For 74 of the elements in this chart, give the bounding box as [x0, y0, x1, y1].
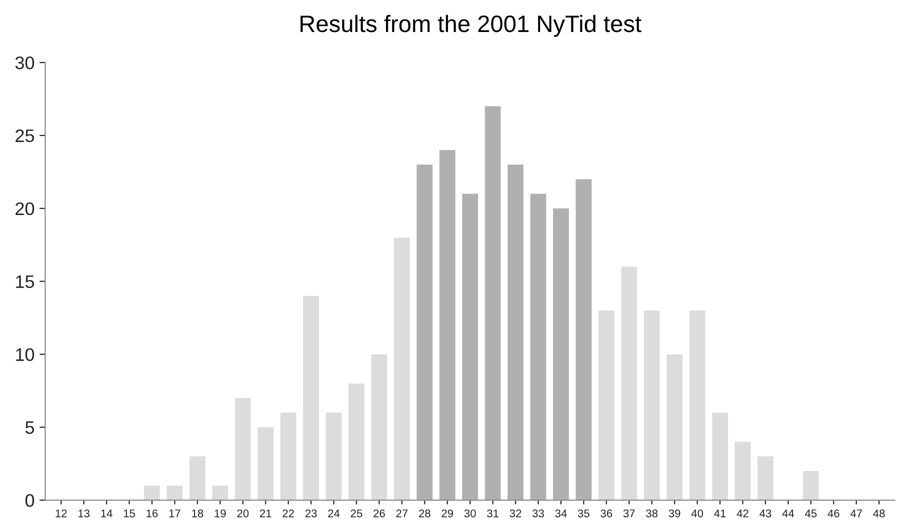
bar: [439, 150, 456, 500]
x-tick-label: 15: [124, 510, 135, 518]
bar: [758, 456, 774, 500]
y-tick-label: 30: [15, 56, 34, 70]
x-tick-label: 45: [804, 510, 817, 518]
x-tick-label: 42: [736, 509, 748, 518]
bar: [144, 486, 160, 500]
y-tick-label: 10: [16, 348, 34, 361]
bar: [508, 164, 524, 500]
y-tick-label: 25: [16, 129, 34, 142]
bar: [644, 310, 660, 500]
x-tick-label: 25: [350, 509, 362, 518]
x-tick-label: 28: [419, 509, 430, 518]
bar: [553, 208, 569, 500]
x-tick-label: 22: [282, 509, 294, 518]
bar: [326, 412, 342, 500]
bar: [689, 310, 706, 500]
bar: [189, 456, 206, 500]
bar: [394, 238, 410, 500]
bar: [734, 442, 751, 500]
x-tick-label: 40: [691, 509, 704, 518]
bar: [666, 354, 683, 500]
bar: [530, 194, 546, 500]
x-tick-label: 32: [510, 509, 522, 518]
x-tick-label: 30: [464, 509, 476, 518]
bar: [303, 296, 319, 500]
x-tick-label: 38: [646, 509, 658, 518]
x-tick-label: 14: [101, 510, 112, 518]
x-tick-label: 18: [192, 509, 204, 518]
bar: [462, 194, 478, 500]
x-tick-label: 48: [873, 509, 885, 518]
bar: [416, 164, 433, 500]
bar: [598, 310, 614, 500]
x-tick-label: 44: [782, 510, 794, 518]
bar: [166, 486, 183, 500]
x-tick-label: 33: [532, 509, 544, 518]
y-tick-label: 5: [25, 421, 34, 434]
x-tick-label: 36: [600, 509, 612, 518]
x-tick-label: 27: [396, 509, 408, 518]
x-tick-label: 20: [237, 509, 249, 518]
x-tick-label: 24: [328, 509, 340, 518]
bar: [371, 354, 388, 500]
x-tick-label: 19: [214, 509, 226, 518]
x-tick-label: 29: [442, 509, 454, 518]
x-tick-label: 34: [555, 509, 567, 518]
x-tick-label: 43: [760, 509, 772, 518]
x-tick-label: 17: [169, 510, 180, 518]
x-tick-label: 12: [56, 509, 67, 518]
y-tick-label: 15: [16, 275, 34, 288]
x-tick-label: 21: [260, 509, 272, 518]
x-tick-label: 46: [828, 509, 840, 518]
bar: [280, 412, 296, 500]
chart-title: Results from the 2001 NyTid test: [300, 14, 642, 37]
bar: [212, 486, 228, 500]
x-tick-label: 37: [623, 509, 635, 518]
y-tick-label: 20: [16, 202, 34, 216]
bar: [712, 412, 728, 500]
x-tick-label: 13: [78, 509, 90, 518]
x-tick-label: 39: [668, 509, 680, 518]
bar: [348, 383, 364, 500]
bar: [802, 470, 819, 500]
y-tick-label: 0: [25, 494, 34, 507]
x-tick-label: 23: [305, 509, 317, 518]
x-tick-label: 47: [850, 510, 862, 518]
x-tick-label: 26: [374, 509, 385, 518]
bar: [234, 398, 251, 500]
x-tick-label: 16: [146, 509, 158, 518]
x-tick-label: 31: [487, 509, 498, 518]
bar: [576, 179, 592, 500]
bar: [484, 106, 501, 500]
bar: [621, 266, 638, 500]
x-tick-label: 35: [578, 509, 590, 518]
x-tick-label: 41: [714, 510, 726, 518]
bar: [258, 427, 274, 500]
